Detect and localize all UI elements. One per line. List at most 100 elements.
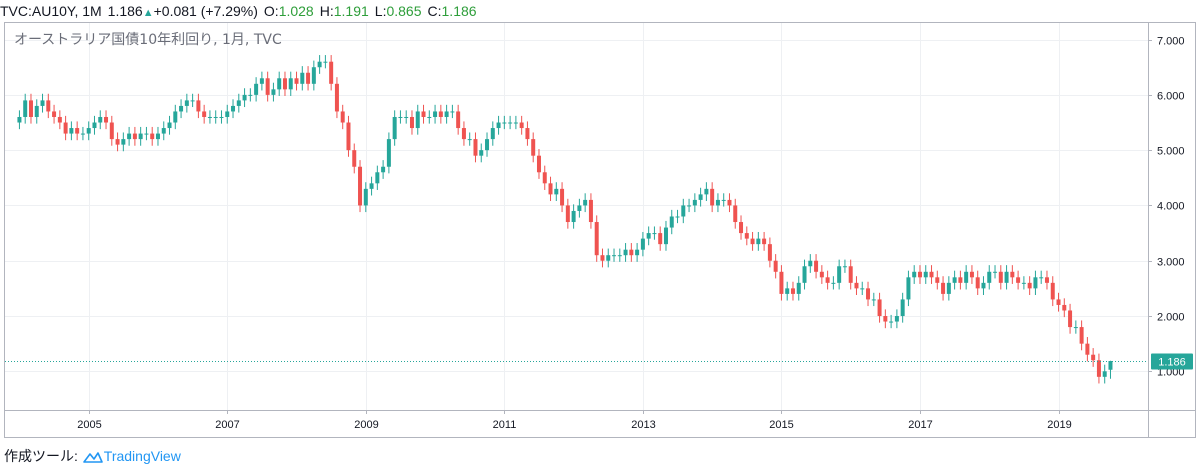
candle-body [894,316,899,322]
candle-body [704,188,709,195]
candle-body [692,199,697,206]
candle-body [104,116,109,123]
candle-body [871,299,876,301]
candle-body [329,61,334,84]
candle-body [969,271,974,278]
candle-body [127,133,132,140]
candle-body [600,255,605,261]
candle-body [138,133,143,140]
candle-body [583,199,588,206]
candles-group [17,55,1113,384]
candle-body [363,188,368,206]
candle-body [762,238,767,245]
x-tick-label: 2019 [1047,419,1071,431]
candle-body [698,194,703,200]
candle-body [646,233,651,239]
candle-body [819,271,824,278]
candle-body [490,128,495,140]
candle-body [629,249,634,256]
time-axis[interactable]: 2005 2007 2009 2011 2013 2015 2017 2019 [77,410,1072,431]
candle-body [207,116,212,118]
candle-body [663,227,668,245]
high-label: H: [319,3,334,19]
x-tick-label: 2007 [215,419,239,431]
candle-body [346,122,351,151]
candle-body [860,288,865,290]
candle-body [531,139,536,156]
candle-body [1021,282,1026,284]
candle-body [398,116,403,118]
candle-body [715,199,720,206]
candle-body [28,100,33,117]
y-tick-label: 2.000 [1157,312,1185,324]
candle-body [381,166,386,173]
candle-body [513,122,518,124]
candle-body [479,150,484,156]
candle-body [981,282,986,289]
candle-body [467,139,472,141]
candle-body [687,205,692,207]
candle-body [958,277,963,283]
open-label: O: [263,3,279,19]
x-tick-label: 2015 [769,419,793,431]
candle-body [883,316,888,322]
candle-body [444,111,449,117]
candle-body [311,67,316,84]
candle-body [594,222,599,256]
candle-body [964,271,969,283]
candle-body [508,122,513,124]
candle-body [496,122,501,129]
candle-body [282,78,287,90]
y-tick-label: 4.000 [1157,201,1185,213]
candle-body [40,100,45,106]
candle-body [825,277,830,283]
y-tick-label: 6.000 [1157,91,1185,103]
low-label: L: [374,3,387,19]
candle-body [848,266,853,283]
candle-body [560,188,565,206]
candle-body [1004,271,1009,283]
candle-body [190,100,195,102]
candle-body [334,83,339,112]
candle-body [1108,361,1113,370]
candle-body [288,78,293,90]
candle-body [987,271,992,283]
y-tick-label: 3.000 [1157,257,1185,269]
candle-body [542,172,547,184]
candle-body [225,111,230,117]
symbol-label[interactable]: TVC:AU10Y, 1M [0,3,102,19]
candle-body [323,61,328,63]
candle-body [248,94,253,96]
candle-body [923,271,928,278]
x-tick-label: 2011 [493,419,517,431]
candle-body [375,172,380,184]
candle-body [415,111,420,129]
candle-body [785,288,790,294]
candle-body [352,150,357,167]
chart-title: オーストラリア国債10年利回り, 1月, TVC [14,32,282,48]
candle-body [681,205,686,217]
low-value: 0.865 [386,3,422,19]
candle-body [277,78,282,90]
candle-body [404,116,409,118]
candle-body [450,111,455,113]
candle-body [161,128,166,134]
candle-body [588,199,593,223]
candle-body [69,128,74,134]
candle-body [254,83,259,95]
open-value: 1.028 [278,3,314,19]
candle-body [1073,327,1078,329]
candle-body [946,282,951,294]
candle-body [548,183,553,195]
candle-body [196,100,201,112]
candle-body [739,222,744,234]
chart-frame [4,22,1196,438]
candle-body [1102,371,1107,377]
candle-body [386,139,391,167]
x-tick-label: 2005 [77,419,101,431]
x-tick-label: 2009 [354,419,378,431]
tradingview-brand[interactable]: TradingView [103,448,181,464]
candle-body [808,260,813,267]
